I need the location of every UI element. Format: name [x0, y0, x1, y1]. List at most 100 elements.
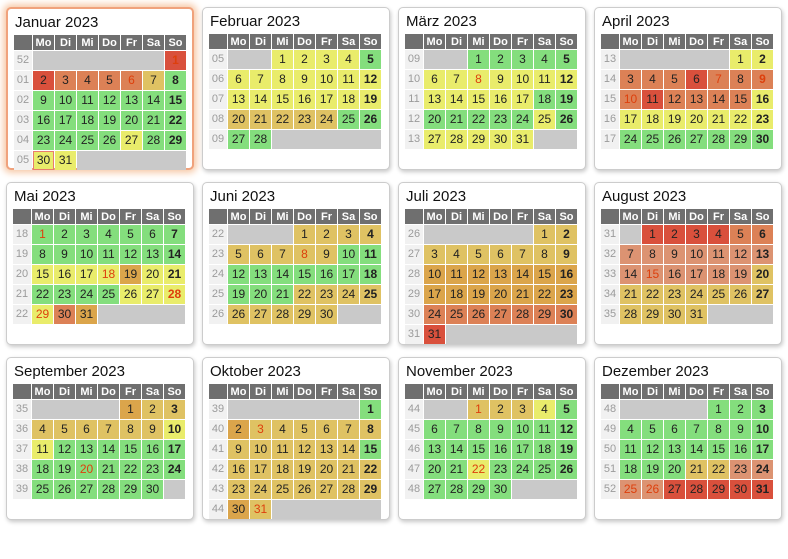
day-cell[interactable]: 5 — [54, 420, 75, 439]
day-cell[interactable]: 31 — [76, 305, 97, 324]
day-cell[interactable]: 5 — [294, 420, 315, 439]
day-cell[interactable]: 17 — [512, 90, 533, 109]
day-cell[interactable]: 15 — [32, 265, 53, 284]
day-cell[interactable]: 5 — [99, 71, 120, 90]
day-cell[interactable]: 16 — [556, 265, 577, 284]
day-cell[interactable]: 30 — [490, 130, 511, 149]
day-cell[interactable]: 26 — [730, 285, 751, 304]
day-cell[interactable]: 17 — [164, 440, 185, 459]
day-cell[interactable]: 9 — [142, 420, 163, 439]
day-cell[interactable]: 24 — [512, 110, 533, 129]
day-cell[interactable]: 17 — [752, 440, 773, 459]
day-cell[interactable]: 2 — [490, 400, 511, 419]
day-cell[interactable]: 27 — [664, 480, 685, 499]
day-cell[interactable]: 27 — [424, 480, 445, 499]
day-cell[interactable]: 20 — [228, 110, 249, 129]
day-cell[interactable]: 26 — [360, 110, 381, 129]
day-cell[interactable]: 8 — [272, 70, 293, 89]
day-cell[interactable]: 24 — [338, 285, 359, 304]
day-cell[interactable]: 22 — [468, 110, 489, 129]
day-cell[interactable]: 6 — [76, 420, 97, 439]
day-cell[interactable]: 10 — [338, 245, 359, 264]
day-cell[interactable]: 8 — [360, 420, 381, 439]
day-cell[interactable]: 6 — [250, 245, 271, 264]
day-cell[interactable]: 8 — [730, 70, 751, 89]
day-cell[interactable]: 9 — [33, 91, 54, 110]
day-cell[interactable]: 12 — [294, 440, 315, 459]
day-cell[interactable]: 13 — [686, 90, 707, 109]
day-cell[interactable]: 13 — [664, 440, 685, 459]
day-cell[interactable]: 9 — [54, 245, 75, 264]
day-cell[interactable]: 28 — [708, 130, 729, 149]
day-cell[interactable]: 20 — [316, 460, 337, 479]
day-cell[interactable]: 28 — [98, 480, 119, 499]
day-cell[interactable]: 24 — [424, 305, 445, 324]
day-cell[interactable]: 16 — [228, 460, 249, 479]
day-cell[interactable]: 6 — [316, 420, 337, 439]
day-cell[interactable]: 11 — [534, 420, 555, 439]
day-cell[interactable]: 18 — [32, 460, 53, 479]
day-cell[interactable]: 25 — [360, 285, 381, 304]
day-cell[interactable]: 22 — [360, 460, 381, 479]
day-cell[interactable]: 3 — [164, 400, 185, 419]
day-cell[interactable]: 25 — [98, 285, 119, 304]
day-cell[interactable]: 19 — [730, 265, 751, 284]
day-cell[interactable]: 10 — [316, 70, 337, 89]
day-cell[interactable]: 21 — [512, 285, 533, 304]
day-cell[interactable]: 27 — [686, 130, 707, 149]
day-cell[interactable]: 9 — [730, 420, 751, 439]
day-cell[interactable]: 28 — [272, 305, 293, 324]
day-cell[interactable]: 22 — [534, 285, 555, 304]
day-cell[interactable]: 3 — [620, 70, 641, 89]
day-cell[interactable]: 7 — [620, 245, 641, 264]
day-cell[interactable]: 9 — [228, 440, 249, 459]
day-cell[interactable]: 2 — [730, 400, 751, 419]
day-cell[interactable]: 13 — [490, 265, 511, 284]
day-cell[interactable]: 23 — [294, 110, 315, 129]
day-cell[interactable]: 1 — [32, 225, 53, 244]
day-cell[interactable]: 25 — [446, 305, 467, 324]
day-cell[interactable]: 28 — [250, 130, 271, 149]
day-cell[interactable]: 19 — [556, 90, 577, 109]
day-cell[interactable]: 10 — [55, 91, 76, 110]
day-cell[interactable]: 24 — [316, 110, 337, 129]
day-cell[interactable]: 16 — [490, 440, 511, 459]
day-cell[interactable]: 11 — [708, 245, 729, 264]
day-cell[interactable]: 23 — [490, 110, 511, 129]
day-cell[interactable]: 2 — [228, 420, 249, 439]
day-cell[interactable]: 5 — [664, 70, 685, 89]
day-cell[interactable]: 21 — [272, 285, 293, 304]
day-cell[interactable]: 15 — [642, 265, 663, 284]
day-cell[interactable]: 3 — [316, 50, 337, 69]
day-cell[interactable]: 21 — [338, 460, 359, 479]
day-cell[interactable]: 7 — [686, 420, 707, 439]
day-cell[interactable]: 3 — [686, 225, 707, 244]
day-cell[interactable]: 11 — [446, 265, 467, 284]
day-cell[interactable]: 4 — [620, 420, 641, 439]
day-cell[interactable]: 10 — [250, 440, 271, 459]
day-cell[interactable]: 19 — [468, 285, 489, 304]
day-cell[interactable]: 22 — [32, 285, 53, 304]
day-cell[interactable]: 28 — [446, 480, 467, 499]
day-cell[interactable]: 13 — [424, 440, 445, 459]
day-cell[interactable]: 5 — [468, 245, 489, 264]
day-cell[interactable]: 29 — [534, 305, 555, 324]
day-cell[interactable]: 20 — [686, 110, 707, 129]
day-cell[interactable]: 23 — [490, 460, 511, 479]
day-cell[interactable]: 15 — [120, 440, 141, 459]
day-cell[interactable]: 25 — [620, 480, 641, 499]
day-cell[interactable]: 15 — [534, 265, 555, 284]
day-cell[interactable]: 30 — [228, 500, 249, 519]
day-cell[interactable]: 13 — [76, 440, 97, 459]
day-cell[interactable]: 23 — [730, 460, 751, 479]
day-cell[interactable]: 31 — [55, 151, 76, 170]
day-cell[interactable]: 20 — [250, 285, 271, 304]
day-cell[interactable]: 14 — [512, 265, 533, 284]
day-cell[interactable]: 2 — [664, 225, 685, 244]
day-cell[interactable]: 27 — [752, 285, 773, 304]
day-cell[interactable]: 9 — [752, 70, 773, 89]
day-cell[interactable]: 28 — [446, 130, 467, 149]
day-cell[interactable]: 25 — [32, 480, 53, 499]
day-cell[interactable]: 19 — [54, 460, 75, 479]
day-cell[interactable]: 15 — [468, 90, 489, 109]
